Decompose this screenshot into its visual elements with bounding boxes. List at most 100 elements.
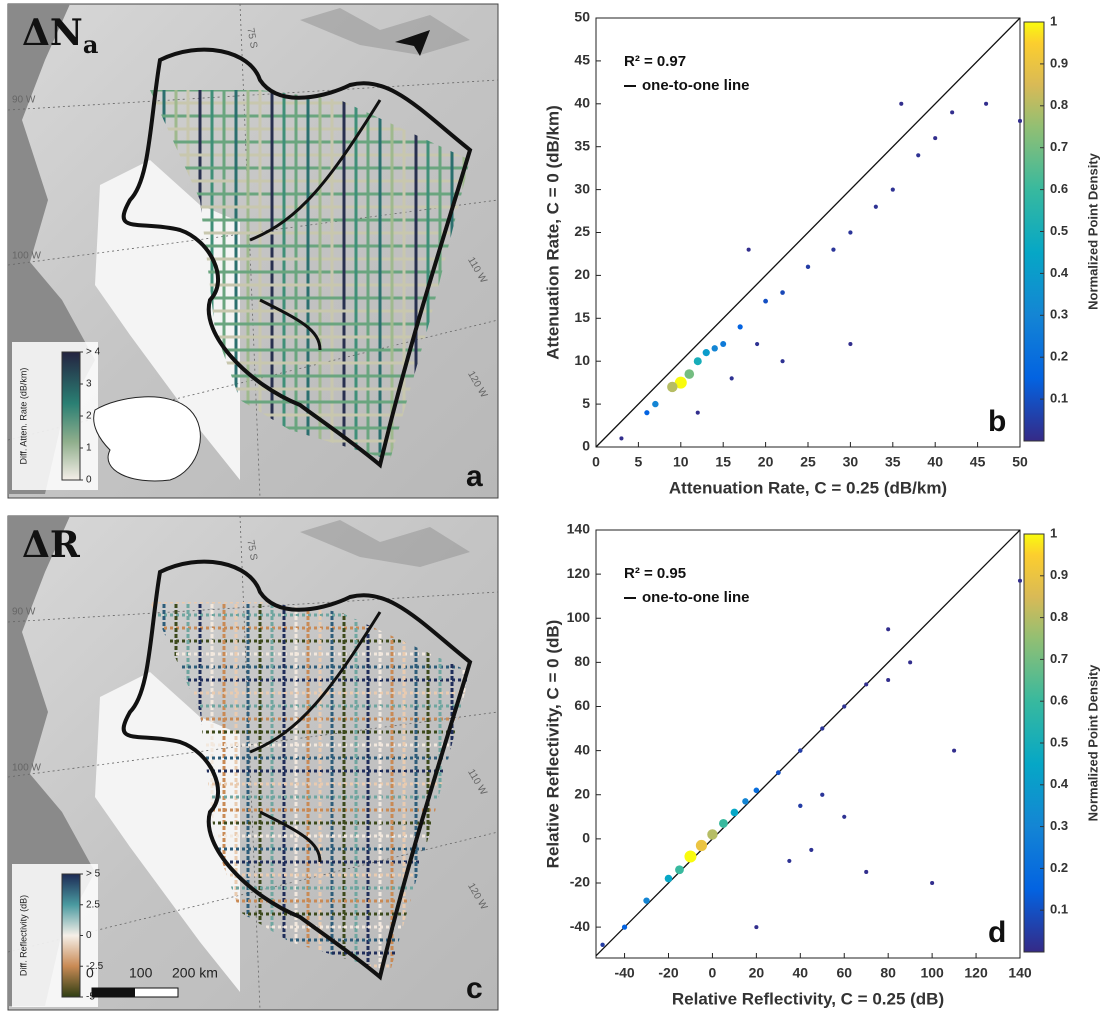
map-title: ΔR <box>22 524 81 566</box>
panel-letter: b <box>988 405 1006 438</box>
point <box>719 819 728 828</box>
y-tick-label: 5 <box>582 395 590 411</box>
point <box>619 436 623 440</box>
x-tick-label: 60 <box>836 965 852 981</box>
point <box>754 925 758 929</box>
y-tick-label: 140 <box>567 521 591 537</box>
x-tick-label: 80 <box>880 965 896 981</box>
point <box>820 726 824 730</box>
point <box>684 369 694 379</box>
point <box>712 345 718 351</box>
point <box>652 401 658 407</box>
colorbar <box>62 352 80 480</box>
point <box>694 357 702 365</box>
point <box>864 870 868 874</box>
y-tick-label: -40 <box>570 918 590 934</box>
x-axis-label: Attenuation Rate, C = 0.25 (dB/km) <box>669 478 947 497</box>
colorbar-tick-label: 3 <box>86 379 92 390</box>
point <box>730 376 734 380</box>
lon-label: 100 W <box>12 251 41 262</box>
point <box>754 788 760 794</box>
colorbar-tick-label: 1 <box>1050 525 1057 540</box>
colorbar-tick-label: 0.5 <box>1050 734 1068 749</box>
x-tick-label: 120 <box>964 965 988 981</box>
colorbar-tick-label: 0 <box>86 475 92 486</box>
point <box>780 290 785 295</box>
lon-label: 90 W <box>12 607 36 618</box>
x-tick-label: 20 <box>749 965 765 981</box>
y-tick-label: 0 <box>582 830 590 846</box>
point <box>891 188 895 192</box>
point <box>696 411 700 415</box>
point <box>848 230 852 234</box>
x-tick-label: 0 <box>709 965 717 981</box>
x-tick-label: 45 <box>970 454 986 470</box>
y-tick-label: 20 <box>574 785 590 801</box>
point <box>747 248 751 252</box>
y-tick-label: 25 <box>574 223 590 239</box>
point <box>684 851 696 863</box>
point <box>806 265 810 269</box>
point <box>622 925 627 930</box>
legend-label: one-to-one line <box>642 589 750 606</box>
y-tick-label: 35 <box>574 137 590 153</box>
point <box>952 749 956 753</box>
point <box>930 881 934 885</box>
scale-bar-fill <box>92 988 135 997</box>
colorbar-label: Diff. Reflectivity (dB) <box>18 895 28 976</box>
colorbar-tick-label: 1 <box>86 443 92 454</box>
y-tick-label: 15 <box>574 309 590 325</box>
colorbar-tick-label: 0.2 <box>1050 349 1068 364</box>
y-tick-label: 20 <box>574 266 590 282</box>
colorbar-label: Normalized Point Density <box>1085 152 1100 310</box>
point <box>848 342 852 346</box>
y-tick-label: -20 <box>570 874 590 890</box>
lon-label: 100 W <box>12 763 41 774</box>
colorbar-tick-label: 0.4 <box>1050 265 1069 280</box>
x-tick-label: 40 <box>927 454 943 470</box>
colorbar-tick-label: > 5 <box>86 869 101 880</box>
x-tick-label: 15 <box>715 454 731 470</box>
y-tick-label: 10 <box>574 352 590 368</box>
annotation: R² = 0.95 <box>624 565 686 582</box>
point <box>798 748 802 752</box>
point <box>933 136 937 140</box>
map-title-main: ΔN <box>22 12 83 54</box>
point <box>820 793 824 797</box>
colorbar-tick-label: 2 <box>86 411 92 422</box>
legend-label: one-to-one line <box>642 77 750 94</box>
point <box>600 943 604 947</box>
point <box>707 829 717 839</box>
point <box>809 848 813 852</box>
figure: 75 S90 W100 W110 W120 WΔNaa0123> 4Diff. … <box>0 0 1106 1016</box>
point <box>1018 119 1022 123</box>
colorbar-tick-label: 2.5 <box>86 899 100 910</box>
point <box>731 809 739 817</box>
point <box>886 627 890 631</box>
point <box>831 248 835 252</box>
colorbar-tick-label: 0.7 <box>1050 139 1068 154</box>
x-tick-label: -20 <box>658 965 678 981</box>
point <box>984 102 988 106</box>
x-tick-label: 0 <box>592 454 600 470</box>
x-tick-label: 100 <box>920 965 944 981</box>
point <box>950 110 954 114</box>
x-axis-label: Relative Reflectivity, C = 0.25 (dB) <box>672 989 944 1008</box>
colorbar <box>62 874 80 997</box>
x-tick-label: 50 <box>1012 454 1028 470</box>
point <box>738 324 743 329</box>
x-tick-label: 5 <box>635 454 643 470</box>
map-title-main: ΔR <box>22 524 81 566</box>
point <box>899 102 903 106</box>
colorbar-tick-label: 0.5 <box>1050 223 1068 238</box>
colorbar-tick-label: 0.8 <box>1050 609 1068 624</box>
colorbar-tick-label: 0.7 <box>1050 651 1068 666</box>
x-tick-label: 140 <box>1008 965 1032 981</box>
colorbar-tick-label: 0.8 <box>1050 97 1068 112</box>
point <box>776 770 781 775</box>
x-tick-label: 25 <box>800 454 816 470</box>
y-tick-label: 60 <box>574 697 590 713</box>
point <box>742 798 748 804</box>
lon-label: 90 W <box>12 95 36 106</box>
scale-bar-label: 200 km <box>172 965 218 981</box>
